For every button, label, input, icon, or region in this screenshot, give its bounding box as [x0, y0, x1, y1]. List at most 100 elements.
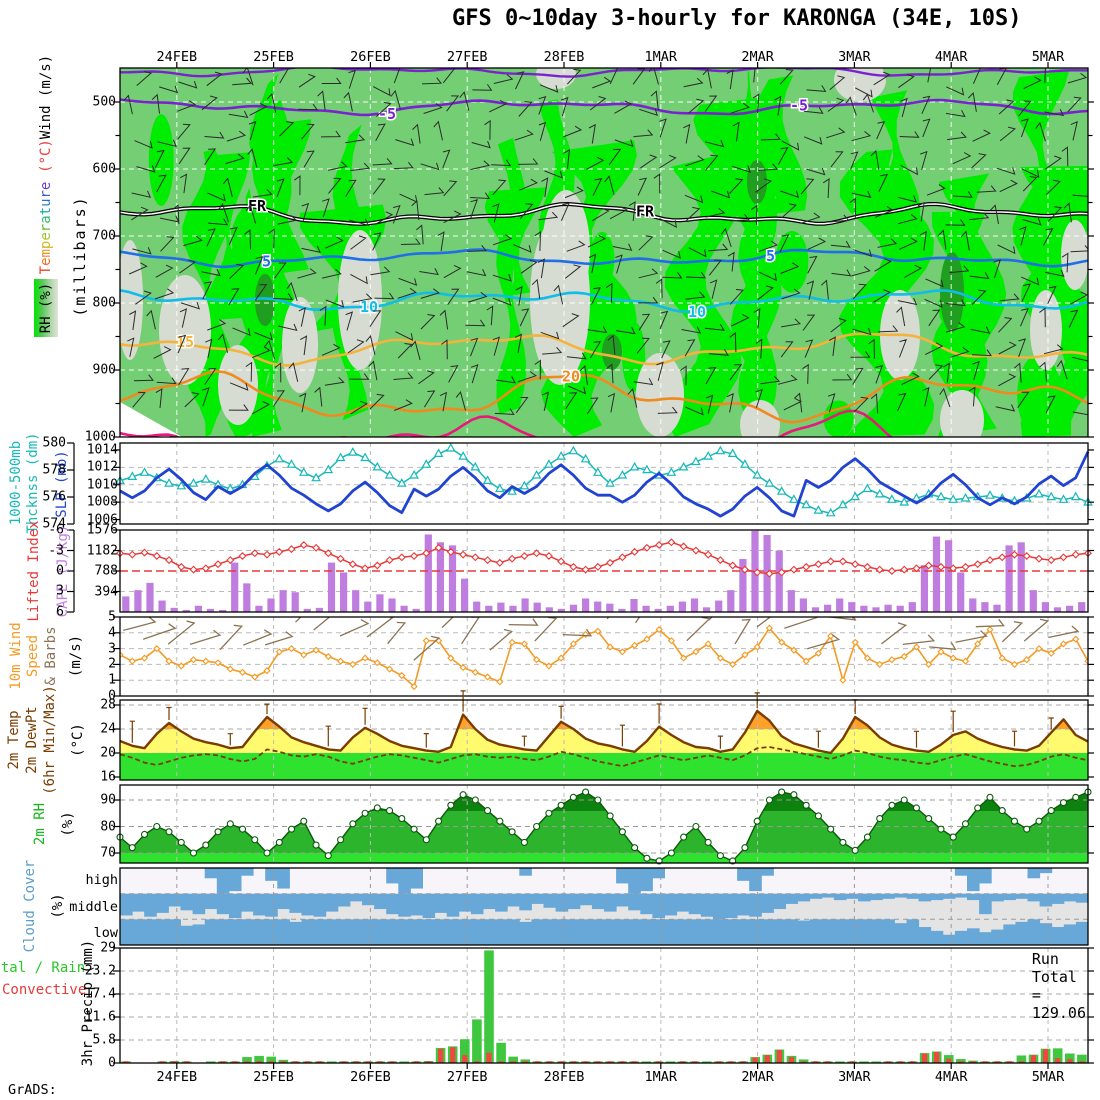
tick-label: 576	[42, 489, 66, 505]
tick-label: 23.2	[84, 963, 116, 979]
label-total-rain: Total / Rain	[0, 960, 86, 976]
label-thickness-2: Thcknss (dm)	[25, 432, 41, 534]
tick-label: 800	[92, 295, 116, 311]
label-temperature: Temperature	[38, 181, 54, 275]
tick-label: 20	[100, 745, 116, 761]
label-lifted-index: Lifted Index	[26, 520, 42, 622]
rh-legend-swatch	[34, 279, 58, 337]
tick-label: 11.6	[84, 1009, 116, 1025]
axis-day-label: 5MAR	[1031, 49, 1065, 65]
label-barbs: & Barbs	[43, 626, 59, 686]
label-speed: Speed	[25, 634, 41, 678]
axis-day-label: 25FEB	[253, 1069, 294, 1085]
axis-day-label: 5MAR	[1031, 1069, 1065, 1085]
tick-label: 1182	[86, 543, 118, 558]
tick-label: 1014	[86, 442, 118, 458]
tick-label: 1010	[86, 477, 118, 493]
svg-text:5: 5	[262, 252, 271, 270]
tick-label: low	[93, 925, 118, 941]
tick-label: 24	[100, 721, 116, 737]
tick-label: 600	[92, 161, 116, 177]
tick-label: 1	[108, 672, 116, 688]
axis-day-label: 28FEB	[543, 49, 585, 65]
tick-label: 394	[94, 584, 118, 599]
axis-day-label: 27FEB	[446, 49, 488, 65]
label-2m-rh: 2m RH	[32, 802, 48, 846]
tick-label: 4	[108, 625, 116, 641]
tick-label: 28	[100, 697, 116, 713]
tick-label: 80	[100, 819, 116, 834]
axis-day-label: 26FEB	[350, 1069, 391, 1085]
tick-label: 0	[108, 1055, 116, 1071]
tick-label: 70	[100, 845, 116, 861]
tick-label: high	[85, 872, 118, 888]
tick-label: 5.8	[92, 1032, 116, 1048]
label-slp: SLP (mb)	[54, 450, 70, 518]
axis-day-label: 24FEB	[156, 1069, 198, 1085]
tick-label: -3	[48, 543, 64, 558]
wind-panel	[120, 617, 1088, 691]
tick-label: 0	[108, 688, 116, 704]
tick-label: 500	[92, 94, 116, 110]
axis-day-label: 4MAR	[934, 1069, 968, 1085]
label-rh-shading: RH (%)	[38, 282, 54, 334]
tick-label: 1012	[86, 459, 118, 475]
tick-label: 17.4	[84, 986, 116, 1002]
axis-day-label: 3MAR	[838, 49, 871, 65]
axis-day-label: 1MAR	[644, 1069, 678, 1085]
label-degc: (°C)	[38, 139, 54, 173]
svg-text:20: 20	[562, 368, 580, 386]
tick-label: 2	[108, 656, 116, 672]
tick-label: 3	[108, 641, 116, 657]
label-rh-pct: (%)	[60, 811, 76, 837]
axis-day-label: 27FEB	[446, 1069, 488, 1085]
label-wind: Wind (m/s)	[38, 54, 54, 140]
label-temp-degc: (°C)	[70, 723, 86, 757]
tick-label: 0	[56, 563, 64, 579]
tick-label: 3	[56, 583, 64, 599]
label-10m-wind: 10m Wind	[8, 622, 24, 690]
label-cloud-pct: (%)	[50, 893, 66, 919]
axis-day-label: 2MAR	[741, 1069, 774, 1085]
tick-label: middle	[69, 899, 118, 915]
svg-text:FR: FR	[636, 202, 655, 220]
page-title: GFS 0~10day 3-hourly for KARONGA (34E, 1…	[452, 6, 1022, 31]
tick-label: 700	[92, 228, 116, 244]
tick-label: 900	[92, 362, 116, 378]
tick-label: 1576	[86, 522, 118, 538]
tick-label: 29	[100, 940, 116, 956]
label-thickness-1: 1000-500mb	[8, 440, 24, 526]
svg-text:-5: -5	[790, 96, 808, 114]
svg-text:10: 10	[688, 303, 706, 321]
axis-day-label: 26FEB	[350, 49, 391, 65]
tick-label: -6	[48, 522, 64, 538]
tick-label: 578	[42, 462, 66, 478]
label-6hr-minmax: (6hr Min/Max)	[42, 685, 58, 795]
label-2m-temp: 2m Temp	[6, 710, 22, 770]
svg-text:-5: -5	[378, 105, 396, 123]
tick-label: 1006	[86, 512, 118, 528]
tick-label: 16	[100, 769, 116, 785]
tick-label: 6	[56, 604, 64, 620]
axis-day-label: 28FEB	[543, 1069, 585, 1085]
tick-label: 580	[42, 435, 66, 451]
label-2m-dewpt: 2m DewPt	[24, 706, 40, 774]
label-convective: Convective	[2, 982, 87, 998]
label-cloud-cover: Cloud Cover	[22, 859, 38, 953]
tick-label: 90	[100, 792, 116, 808]
axis-day-label: 24FEB	[156, 49, 198, 65]
axis-day-label: 25FEB	[253, 49, 294, 65]
tick-label: 1008	[86, 494, 118, 510]
axis-day-label: 4MAR	[934, 49, 968, 65]
label-ms: (m/s)	[68, 634, 84, 678]
axis-day-label: 1MAR	[644, 49, 678, 65]
label-millibars: (millibars)	[71, 195, 89, 317]
axis-day-label: 2MAR	[741, 49, 774, 65]
tick-label: 788	[94, 563, 118, 579]
tick-label: 1000	[84, 429, 116, 445]
run-total: Run Total = 129.06	[1031, 950, 1086, 1022]
axis-day-label: 3MAR	[838, 1069, 871, 1085]
tick-label: 574	[42, 516, 66, 532]
